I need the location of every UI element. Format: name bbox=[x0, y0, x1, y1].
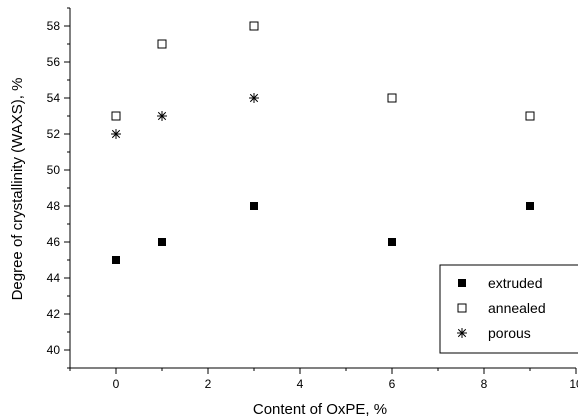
y-tick-label: 52 bbox=[47, 127, 61, 141]
x-tick-label: 8 bbox=[481, 377, 488, 391]
point-porous bbox=[157, 111, 167, 121]
x-tick-label: 10 bbox=[569, 377, 578, 391]
data-points bbox=[111, 21, 535, 264]
x-axis-title: Content of OxPE, % bbox=[253, 401, 387, 418]
legend: extruded annealed porous bbox=[439, 264, 578, 354]
legend-marker-extruded bbox=[458, 279, 466, 287]
y-axis-title: Degree of crystallinity (WAXS), % bbox=[9, 78, 26, 301]
legend-label-annealed: annealed bbox=[488, 300, 546, 316]
point-annealed bbox=[111, 111, 121, 121]
point-porous bbox=[249, 93, 259, 103]
y-tick-label: 48 bbox=[47, 199, 61, 213]
y-tick-label: 44 bbox=[47, 271, 61, 285]
point-annealed bbox=[157, 39, 167, 49]
y-tick-label: 54 bbox=[47, 91, 61, 105]
point-annealed bbox=[525, 111, 535, 121]
x-tick-label: 4 bbox=[297, 377, 304, 391]
point-annealed bbox=[387, 93, 397, 103]
point-annealed bbox=[249, 21, 259, 31]
legend-label-porous: porous bbox=[488, 325, 531, 341]
y-tick-label: 56 bbox=[47, 55, 61, 69]
legend-marker-annealed bbox=[457, 303, 467, 313]
point-porous bbox=[111, 129, 121, 139]
point-extruded bbox=[112, 256, 120, 264]
y-axis-ticks: 40 42 44 46 48 50 52 54 56 58 bbox=[47, 7, 70, 369]
point-extruded bbox=[526, 202, 534, 210]
point-extruded bbox=[250, 202, 258, 210]
legend-marker-porous bbox=[457, 328, 467, 338]
x-tick-label: 0 bbox=[113, 377, 120, 391]
y-tick-label: 46 bbox=[47, 235, 61, 249]
point-extruded bbox=[388, 238, 396, 246]
y-tick-label: 42 bbox=[47, 307, 61, 321]
x-tick-label: 2 bbox=[205, 377, 212, 391]
y-tick-label: 50 bbox=[47, 163, 61, 177]
point-extruded bbox=[158, 238, 166, 246]
y-tick-label: 40 bbox=[47, 343, 61, 357]
x-axis-ticks: 0 2 4 6 8 10 bbox=[69, 368, 578, 391]
legend-label-extruded: extruded bbox=[488, 275, 542, 291]
y-tick-label: 58 bbox=[47, 19, 61, 33]
x-tick-label: 6 bbox=[389, 377, 396, 391]
